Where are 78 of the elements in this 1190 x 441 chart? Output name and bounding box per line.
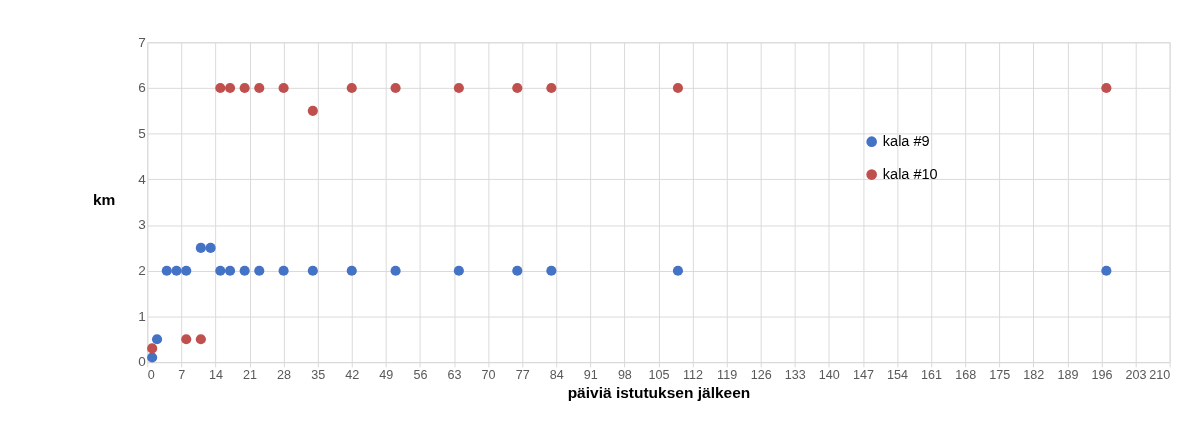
point [181, 334, 192, 345]
point [205, 242, 216, 253]
point [215, 265, 226, 276]
point [453, 82, 464, 94]
y-tick-label: 6 [138, 80, 146, 96]
point [171, 265, 182, 276]
point [1101, 82, 1112, 94]
point [512, 265, 523, 276]
x-axis-title: päiviä istutuksen jälkeen [567, 384, 751, 402]
point [307, 265, 318, 276]
point [147, 343, 158, 354]
x-tick-label: 63 [447, 368, 462, 383]
point [546, 265, 557, 276]
point [453, 265, 464, 276]
x-tick-label: 98 [617, 368, 632, 383]
point [161, 265, 172, 276]
x-tick-label: 196 [1091, 368, 1113, 383]
y-tick-label: 1 [138, 308, 146, 324]
x-tick-label: 91 [583, 368, 598, 383]
point [195, 242, 206, 253]
legend-label: kala #9 [882, 133, 930, 150]
x-tick-label: 154 [887, 368, 909, 383]
point [390, 82, 401, 94]
point [224, 265, 236, 276]
x-tick-label: 119 [717, 368, 738, 383]
point [254, 82, 265, 94]
point [151, 334, 163, 345]
point [278, 265, 289, 276]
point [672, 82, 684, 94]
point [254, 265, 265, 276]
x-tick-label: 147 [852, 368, 874, 383]
x-tick-label: 28 [277, 368, 292, 383]
y-tick-label: 7 [138, 34, 146, 50]
x-tick-label: 14 [208, 368, 223, 383]
y-tick-label: 5 [138, 126, 146, 142]
x-tick-label: 35 [311, 368, 326, 383]
point [239, 82, 250, 94]
point [390, 265, 401, 276]
x-tick-label: 56 [413, 368, 428, 383]
point [307, 105, 318, 116]
y-tick-label: 4 [138, 171, 147, 187]
x-tick-label: 189 [1057, 368, 1079, 383]
point [672, 265, 684, 276]
x-tick-label: 175 [989, 368, 1011, 383]
y-tick-label: 0 [138, 354, 146, 370]
x-tick-label: 112 [683, 368, 704, 383]
x-tick-label: 49 [379, 368, 394, 383]
x-tick-label: 161 [921, 368, 943, 383]
x-tick-label: 77 [515, 368, 530, 383]
legend-label: kala #10 [882, 166, 938, 183]
point [181, 265, 192, 276]
x-tick-label: 21 [243, 368, 258, 383]
y-tick-label: 2 [138, 263, 146, 279]
point [546, 82, 557, 94]
point [512, 82, 523, 94]
y-tick-label: 3 [138, 217, 146, 233]
x-tick-label: 7 [178, 368, 186, 383]
x-tick-label: 140 [818, 368, 840, 383]
point [278, 82, 289, 94]
x-tick-label: 42 [345, 368, 360, 383]
x-tick-label: 168 [955, 368, 977, 383]
x-tick-label: 70 [481, 368, 496, 383]
x-tick-label: 84 [549, 368, 564, 383]
point [346, 265, 357, 276]
point [1101, 265, 1112, 276]
point [346, 82, 357, 94]
x-tick-label: 210 [1149, 368, 1171, 383]
point [195, 334, 206, 345]
x-tick-label: 105 [648, 368, 670, 383]
point [215, 82, 226, 94]
point [224, 82, 236, 94]
x-tick-label: 133 [784, 368, 806, 383]
point [147, 352, 158, 363]
point [239, 265, 250, 276]
y-axis-title: km [92, 190, 116, 208]
x-tick-label: 182 [1023, 368, 1045, 383]
x-tick-label: 203 [1125, 368, 1147, 383]
x-tick-label: 126 [750, 368, 772, 383]
